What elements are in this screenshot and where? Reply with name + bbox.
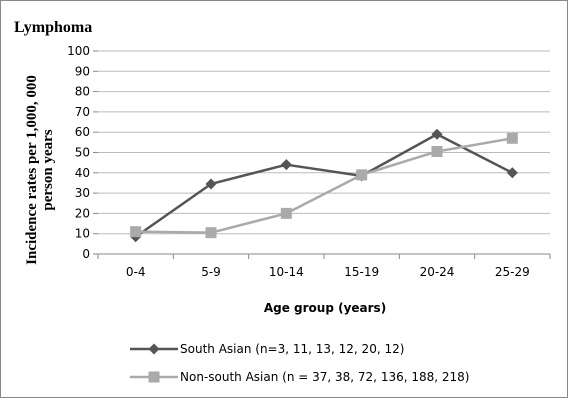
y-axis-ticks: 0 10 20 30 40 50 60 70 80 90 100 bbox=[67, 44, 98, 261]
series-line bbox=[134, 132, 513, 238]
y-axis-label: Incidence rates per 1,000, 000 person ye… bbox=[24, 75, 56, 265]
x-axis-ticks: 0-4 5-9 10-14 15-19 20-24 25-29 bbox=[97, 254, 551, 279]
y-tick-label: 50 bbox=[75, 146, 90, 160]
legend-entry-2: Non-south Asian (n = 37, 38, 72, 136, 18… bbox=[130, 370, 469, 384]
legend-marker bbox=[148, 343, 160, 355]
x-tick-label: 10-14 bbox=[269, 265, 304, 279]
chart-title: Lymphoma bbox=[14, 19, 92, 36]
y-tick-label: 100 bbox=[67, 44, 90, 58]
data-point bbox=[431, 128, 443, 140]
y-tick-label: 60 bbox=[75, 125, 90, 139]
y-tick-label: 70 bbox=[75, 105, 90, 119]
gridlines bbox=[98, 50, 550, 255]
y-tick-label: 90 bbox=[75, 64, 90, 78]
legend-label: Non-south Asian (n = 37, 38, 72, 136, 18… bbox=[180, 370, 469, 384]
series-2 bbox=[130, 132, 518, 239]
y-tick-label: 20 bbox=[75, 206, 90, 220]
legend-label: South Asian (n=3, 11, 13, 12, 20, 12) bbox=[180, 342, 404, 356]
data-point bbox=[506, 167, 518, 179]
series-line bbox=[135, 137, 513, 234]
y-axis-label-line-1: Incidence rates per 1,000, 000 bbox=[24, 75, 40, 265]
x-tick-label: 5-9 bbox=[201, 265, 221, 279]
data-point bbox=[130, 226, 142, 238]
series-1 bbox=[130, 128, 518, 243]
y-tick-label: 40 bbox=[75, 166, 90, 180]
y-tick-label: 0 bbox=[82, 247, 90, 261]
data-point bbox=[280, 207, 292, 219]
legend-entry-1: South Asian (n=3, 11, 13, 12, 20, 12) bbox=[130, 342, 404, 356]
series-layer bbox=[130, 128, 518, 243]
x-axis-label: Age group (years) bbox=[264, 301, 386, 315]
data-point bbox=[205, 227, 217, 239]
data-point bbox=[205, 178, 217, 190]
y-tick-label: 30 bbox=[75, 186, 90, 200]
data-point bbox=[506, 132, 518, 144]
data-point bbox=[280, 159, 292, 171]
x-tick-label: 15-19 bbox=[344, 265, 379, 279]
data-point bbox=[431, 145, 443, 157]
x-tick-label: 20-24 bbox=[420, 265, 455, 279]
legend: South Asian (n=3, 11, 13, 12, 20, 12) Non… bbox=[130, 342, 469, 384]
x-tick-label: 0-4 bbox=[126, 265, 146, 279]
x-tick-label: 25-29 bbox=[495, 265, 530, 279]
legend-marker bbox=[148, 371, 160, 383]
y-axis-label-line-2: person years bbox=[40, 129, 56, 210]
data-point bbox=[356, 169, 368, 181]
y-tick-label: 80 bbox=[75, 85, 90, 99]
y-tick-label: 10 bbox=[75, 227, 90, 241]
